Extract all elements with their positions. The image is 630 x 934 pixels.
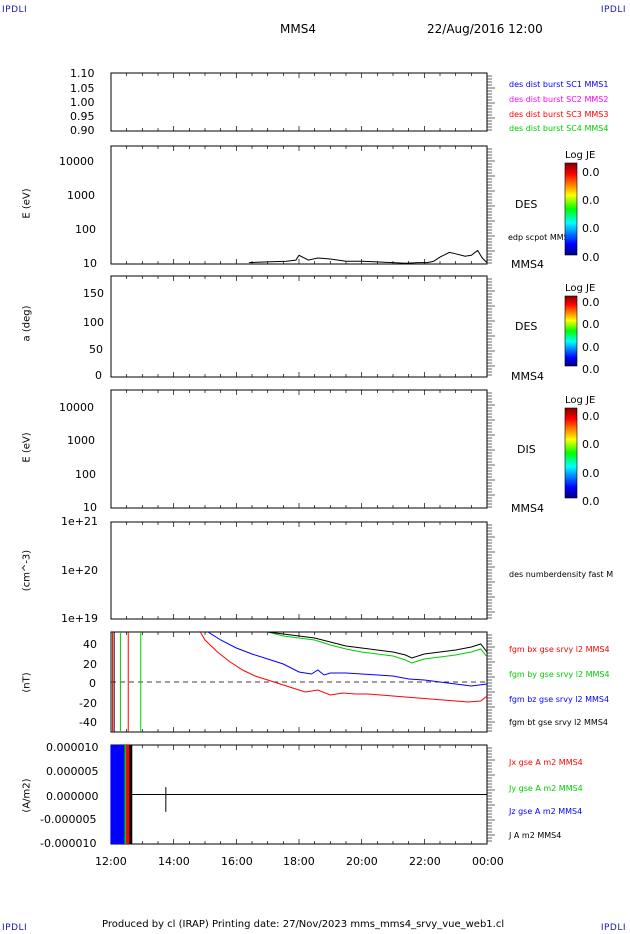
ytick: 0.000010 (46, 741, 99, 754)
ytick: -40 (79, 716, 97, 729)
series-edp-scpot (248, 249, 488, 264)
footer: Produced by cl (IRAP) Printing date: 27/… (102, 919, 505, 930)
xtick: 22:00 (409, 855, 441, 868)
panel-frame (110, 389, 488, 509)
corner-label-bottom-left: IPDLI (2, 923, 28, 933)
date-time: 22/Aug/2016 12:00 (427, 22, 543, 36)
colorbar-des-pitch (564, 295, 578, 367)
ytick: 1.10 (70, 67, 95, 80)
colorbar-tick: 0.0 (582, 296, 600, 309)
colorbar-tick: 0.0 (582, 467, 600, 480)
ytick: 0 (95, 369, 102, 382)
instrument-label: DES (515, 198, 538, 211)
series-bx (199, 631, 488, 703)
ytick: 0.90 (70, 124, 95, 137)
ytick: 1e+21 (61, 515, 98, 528)
corner-label-top-right: IPDLI (600, 5, 626, 15)
colorbar-tick: 0.0 (582, 341, 600, 354)
ytick: 150 (83, 287, 104, 300)
legend-mms2: des dist burst SC2 MMS2 (509, 95, 609, 104)
colorbar-tick: 0.0 (582, 194, 600, 207)
ytick: -20 (79, 697, 97, 710)
instrument-label: DIS (517, 443, 536, 456)
legend-bt: fgm bt gse srvy l2 MMS4 (509, 718, 608, 727)
ytick: 0.000000 (46, 790, 99, 803)
series-bt (267, 631, 488, 659)
colorbar-dis-energy (564, 407, 578, 499)
series-bz (207, 631, 488, 687)
spacecraft-title: MMS4 (280, 22, 316, 36)
xtick: 00:00 (472, 855, 504, 868)
colorbar-tick: 0.0 (582, 166, 600, 179)
colorbar-tick: 0.0 (582, 438, 600, 451)
ytick: 100 (75, 223, 96, 236)
panel-frame (110, 275, 488, 378)
legend-mms1: des dist burst SC1 MMS1 (509, 80, 609, 89)
ytick: 100 (75, 468, 96, 481)
panel-frame (110, 521, 488, 620)
legend-by: fgm by gse srvy l2 MMS4 (509, 670, 610, 679)
corner-label-top-left: IPDLI (2, 5, 28, 15)
legend-jy: Jy gse A m2 MMS4 (509, 784, 583, 793)
xtick: 14:00 (158, 855, 190, 868)
density-label: des numberdensity fast M (509, 570, 614, 579)
ytick: 10 (83, 257, 97, 270)
ytick: 1e+20 (61, 564, 98, 577)
colorbar-des-energy (564, 162, 578, 256)
legend-mms4: des dist burst SC4 MMS4 (509, 124, 609, 133)
ytick: 40 (83, 638, 97, 651)
ytick: 20 (83, 658, 97, 671)
ytick: 100 (83, 316, 104, 329)
ytick: 0 (89, 677, 96, 690)
overlay-label: edp scpot MMS4 (508, 233, 574, 242)
ytick: -0.000010 (40, 837, 97, 850)
colorbar-title: Log JE (565, 395, 596, 406)
ytick: 50 (89, 343, 103, 356)
ytick: 10 (83, 501, 97, 514)
spacecraft-label: MMS4 (511, 502, 544, 515)
legend-jz: Jz gse A m2 MMS4 (509, 807, 583, 816)
colorbar-tick: 0.0 (582, 495, 600, 508)
colorbar-tick: 0.0 (582, 410, 600, 423)
ytick: 10000 (59, 401, 94, 414)
panel-frame (110, 145, 488, 265)
colorbar-title: Log JE (565, 150, 596, 161)
legend-bz: fgm bz gse srvy l2 MMS4 (509, 695, 610, 704)
xtick: 20:00 (346, 855, 378, 868)
ytick: 1000 (67, 434, 95, 447)
legend-j: J A m2 MMS4 (509, 831, 562, 840)
colorbar-tick: 0.0 (582, 363, 600, 376)
xtick: 12:00 (95, 855, 127, 868)
ytick: 1.05 (70, 82, 95, 95)
instrument-label: DES (515, 320, 538, 333)
ytick: 1000 (67, 189, 95, 202)
ytick: -0.000005 (40, 813, 97, 826)
corner-label-bottom-right: IPDLI (600, 923, 626, 933)
colorbar-tick: 0.0 (582, 222, 600, 235)
ytick: 0.000005 (46, 765, 99, 778)
colorbar-tick: 0.0 (582, 318, 600, 331)
legend-jx: Jx gse A m2 MMS4 (509, 758, 583, 767)
xtick: 18:00 (283, 855, 315, 868)
xtick: 16:00 (221, 855, 253, 868)
colorbar-title: Log JE (565, 283, 596, 294)
ytick: 1.00 (70, 96, 95, 109)
ytick: 1e+19 (61, 612, 98, 625)
legend-mms3: des dist burst SC3 MMS3 (509, 110, 609, 119)
ytick: 0.95 (70, 110, 95, 123)
spacecraft-label: MMS4 (511, 258, 544, 271)
legend-bx: fgm bx gse srvy l2 MMS4 (509, 645, 610, 654)
colorbar-tick: 0.0 (582, 251, 600, 264)
series-by (267, 631, 488, 664)
spacecraft-label: MMS4 (511, 370, 544, 383)
panel-frame (110, 72, 488, 132)
ytick: 10000 (59, 155, 94, 168)
